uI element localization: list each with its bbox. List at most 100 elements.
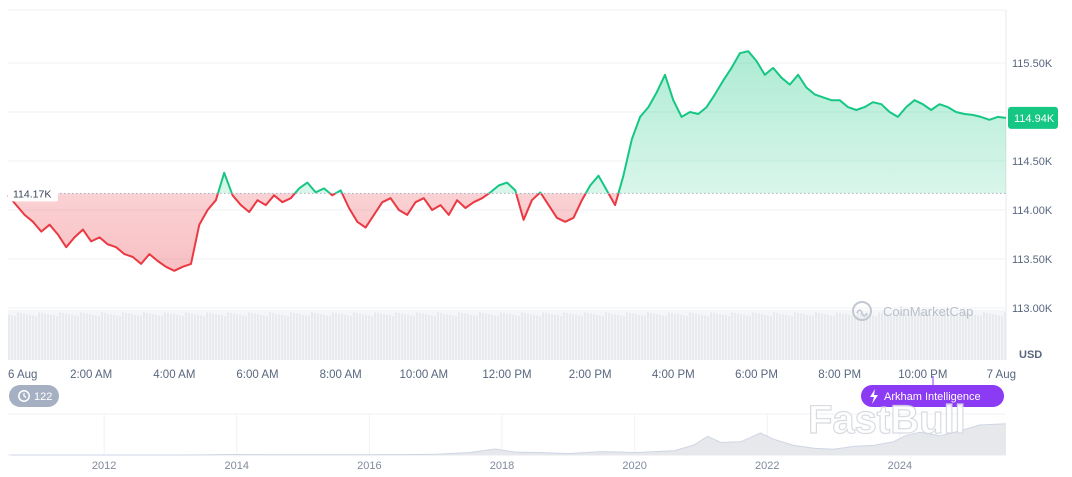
volume-bar xyxy=(581,316,583,360)
history-tick-label: 2022 xyxy=(755,460,779,472)
volume-bar xyxy=(497,316,499,360)
volume-bar xyxy=(914,315,916,360)
volume-bar xyxy=(89,314,91,360)
volume-bar xyxy=(656,314,658,360)
volume-bar xyxy=(317,313,319,360)
history-tick-label: 2024 xyxy=(888,460,912,472)
volume-bar xyxy=(881,313,883,360)
volume-bar xyxy=(872,315,874,360)
volume-bar xyxy=(425,314,427,360)
volume-bar xyxy=(113,314,115,360)
coinmarketcap-watermark: CoinMarketCap xyxy=(852,301,973,321)
volume-bar xyxy=(29,314,31,360)
volume-bar xyxy=(104,313,106,360)
volume-bar xyxy=(632,313,634,360)
volume-bar xyxy=(986,313,988,360)
volume-bar xyxy=(650,313,652,360)
volume-bar xyxy=(890,314,892,360)
volume-bar xyxy=(17,312,19,360)
baseline-value: 114.17K xyxy=(13,188,51,200)
volume-bar xyxy=(503,313,505,360)
volume-bar xyxy=(44,313,46,360)
volume-bar xyxy=(482,313,484,360)
volume-bar xyxy=(440,313,442,360)
volume-bar xyxy=(185,312,187,360)
volume-bar xyxy=(200,315,202,360)
price-line-up xyxy=(216,50,1007,194)
volume-bar xyxy=(695,313,697,360)
volume-bar xyxy=(146,313,148,360)
volume-bar xyxy=(746,315,748,360)
volume-bar xyxy=(833,316,835,360)
volume-bar xyxy=(716,313,718,360)
area-below-baseline xyxy=(8,193,619,271)
volume-bar xyxy=(413,316,415,360)
volume-bar xyxy=(383,314,385,360)
volume-bar xyxy=(212,313,214,360)
events-badge[interactable]: 122 xyxy=(9,385,59,407)
volume-bar xyxy=(947,313,949,360)
volume-bar xyxy=(596,314,598,360)
volume-bar xyxy=(188,313,190,360)
volume-bar xyxy=(767,315,769,360)
volume-bar xyxy=(749,316,751,360)
volume-bar xyxy=(827,314,829,360)
volume-bar xyxy=(98,316,100,360)
volume-bar xyxy=(707,316,709,360)
volume-bar xyxy=(161,316,163,360)
volume-bar xyxy=(218,314,220,360)
volume-bar xyxy=(758,313,760,360)
volume-bar xyxy=(464,313,466,360)
volume-bar xyxy=(1004,312,1006,360)
volume-bar xyxy=(368,315,370,360)
volume-bar xyxy=(521,312,523,360)
volume-bar xyxy=(950,314,952,360)
volume-bar xyxy=(128,313,130,360)
volume-bar xyxy=(938,316,940,360)
volume-bar xyxy=(992,314,994,360)
volume-bar xyxy=(875,316,877,360)
volume-bar xyxy=(932,314,934,360)
baseline-label: 114.17K xyxy=(8,185,58,202)
volume-bar xyxy=(554,314,556,360)
volume-bar xyxy=(674,313,676,360)
history-area xyxy=(11,423,1007,455)
volume-bar xyxy=(896,316,898,360)
volume-bar xyxy=(164,312,166,360)
arkham-intelligence-badge[interactable]: Arkham Intelligence xyxy=(861,376,1004,407)
volume-bar xyxy=(818,313,820,360)
volume-bar xyxy=(293,313,295,360)
volume-bar xyxy=(692,313,694,360)
volume-bar xyxy=(800,313,802,360)
volume-bar xyxy=(713,313,715,360)
volume-bar xyxy=(917,316,919,360)
volume-bar xyxy=(23,313,25,360)
volume-bar xyxy=(539,316,541,360)
volume-bar xyxy=(962,312,964,360)
volume-bar xyxy=(776,313,778,360)
volume-bar xyxy=(863,313,865,360)
volume-bar xyxy=(50,314,52,360)
volume-bar xyxy=(287,316,289,360)
y-tick-label: 113.00K xyxy=(1012,303,1053,315)
volume-bar xyxy=(323,314,325,360)
volume-bar xyxy=(251,313,253,360)
x-tick-label: 8:00 AM xyxy=(320,369,362,381)
volume-bar xyxy=(257,314,259,360)
volume-bar xyxy=(59,312,61,360)
history-navigator[interactable] xyxy=(8,413,1007,456)
volume-bar xyxy=(38,312,40,360)
volume-bar xyxy=(533,314,535,360)
watermark-text: CoinMarketCap xyxy=(883,304,973,319)
volume-bar xyxy=(278,314,280,360)
volume-bar xyxy=(848,314,850,360)
volume-bar xyxy=(791,316,793,360)
volume-bar xyxy=(836,312,838,360)
volume-bar xyxy=(134,314,136,360)
current-price-value: 114.94K xyxy=(1014,113,1055,125)
volume-bar xyxy=(203,316,205,360)
x-tick-label: 2:00 AM xyxy=(70,369,112,381)
volume-bar xyxy=(743,314,745,360)
volume-bar xyxy=(794,312,796,360)
currency-label: USD xyxy=(1019,349,1042,361)
